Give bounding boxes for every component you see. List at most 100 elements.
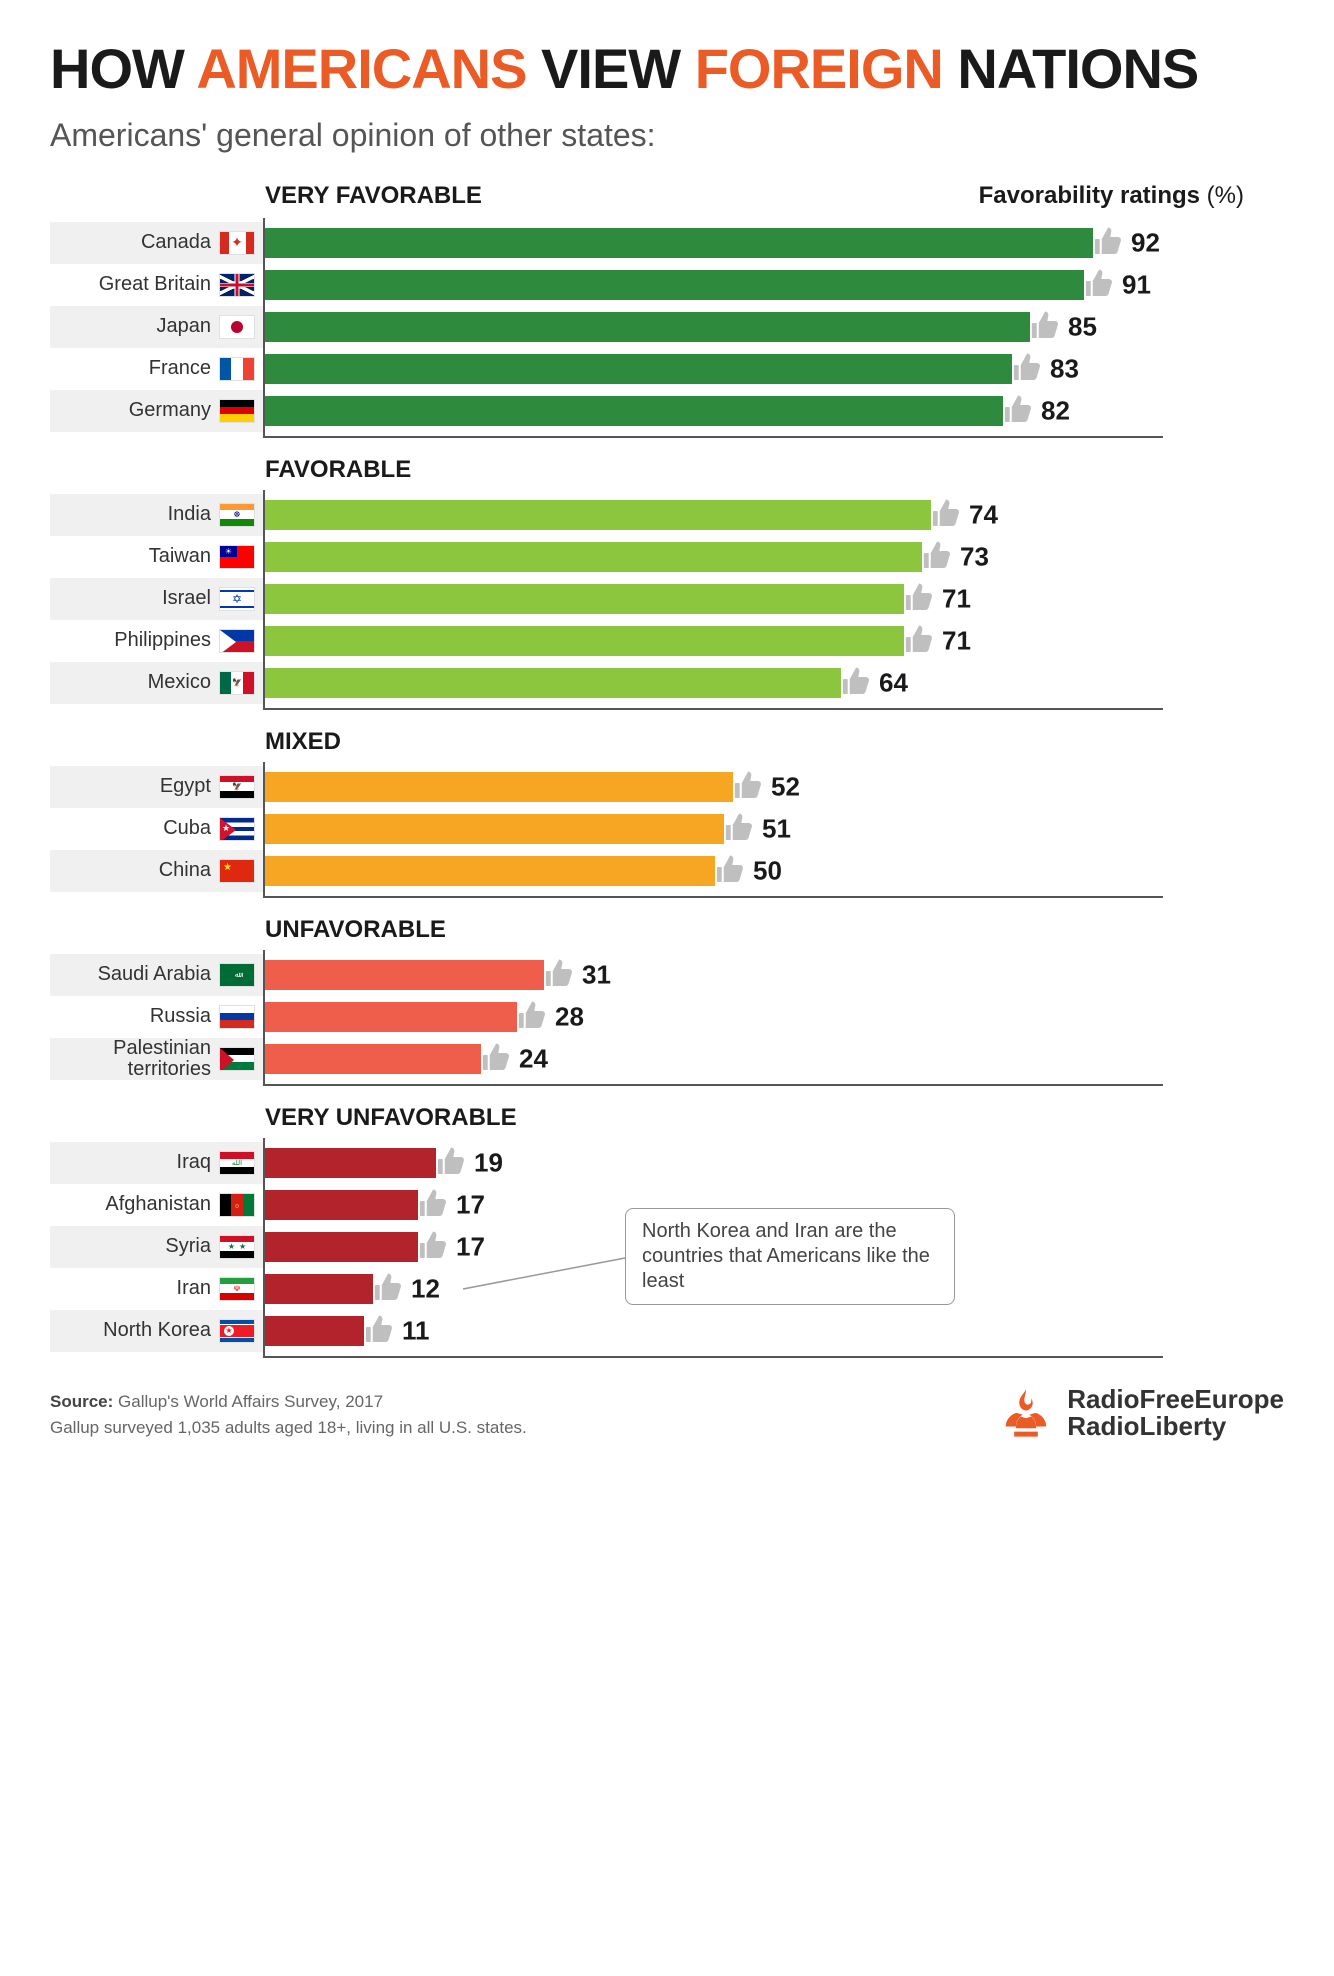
table-row: Cuba ★ 51 [265, 808, 1163, 850]
country-name: Canada [141, 232, 211, 253]
table-row: Palestinian territories 24 [265, 1038, 1163, 1080]
bar [265, 228, 1093, 258]
thumbs-up-icon [729, 768, 763, 802]
logo-line1: RadioFreeEurope [1067, 1386, 1284, 1413]
page-title: HOW AMERICANS VIEW FOREIGN NATIONS [50, 40, 1284, 99]
bar [265, 542, 922, 572]
bar [265, 668, 841, 698]
section-label: UNFAVORABLE [265, 916, 1284, 944]
bar [265, 1274, 373, 1304]
bar-value: 82 [1041, 395, 1070, 426]
country-name: North Korea [103, 1320, 211, 1341]
flag-icon: الله [219, 1151, 255, 1175]
thumbs-up-icon [720, 810, 754, 844]
bar [265, 354, 1012, 384]
country-label: Great Britain [50, 264, 263, 306]
flag-icon [219, 357, 255, 381]
bar [265, 1044, 481, 1074]
bar-value: 11 [402, 1315, 430, 1346]
bar-value: 91 [1122, 269, 1151, 300]
chart-area: Saudi Arabia ﷲ 31Russia 28Palestinian te… [263, 950, 1163, 1086]
country-name: Saudi Arabia [98, 964, 211, 985]
thumbs-up-icon [1008, 350, 1042, 384]
thumbs-up-icon [360, 1312, 394, 1346]
bar-value: 71 [942, 625, 971, 656]
callout: North Korea and Iran are the countries t… [625, 1208, 955, 1305]
flag-icon [219, 1047, 255, 1071]
bar [265, 396, 1003, 426]
country-label: North Korea ★ [50, 1310, 263, 1352]
bar-value: 85 [1068, 311, 1097, 342]
country-label: Iran ☫ [50, 1268, 263, 1310]
table-row: France 83 [265, 348, 1163, 390]
flag-icon: ☸ [219, 503, 255, 527]
thumbs-up-icon [999, 392, 1033, 426]
thumbs-up-icon [432, 1144, 466, 1178]
country-name: Russia [150, 1006, 211, 1027]
thumbs-up-icon [1026, 308, 1060, 342]
section-very_favorable: VERY FAVORABLE Favorability ratings (%)C… [50, 182, 1284, 438]
table-row: India ☸ 74 [265, 494, 1163, 536]
country-label: China ★ [50, 850, 263, 892]
table-row: Philippines 71 [265, 620, 1163, 662]
chart-area: Egypt 🦅 52Cuba ★ 51China ★ 50 [263, 762, 1163, 898]
bar-value: 31 [582, 959, 611, 990]
country-name: Great Britain [99, 274, 211, 295]
thumbs-up-icon [477, 1040, 511, 1074]
flag-icon [219, 315, 255, 339]
thumbs-up-icon [918, 538, 952, 572]
country-name: Iraq [177, 1152, 211, 1173]
section-label: VERY FAVORABLE [265, 182, 482, 210]
bar-value: 51 [762, 813, 791, 844]
country-name: India [168, 504, 211, 525]
country-name: Palestinian territories [50, 1038, 211, 1080]
bar [265, 1232, 418, 1262]
thumbs-up-icon [1089, 224, 1123, 258]
country-label: Russia [50, 996, 263, 1038]
bar [265, 584, 904, 614]
flag-icon: ☀ [219, 545, 255, 569]
table-row: North Korea ★ 11 [265, 1310, 1163, 1352]
chart-area: India ☸ 74Taiwan ☀ 73Israel ✡ 71Philippi… [263, 490, 1163, 710]
section-very_unfavorable: VERY UNFAVORABLEIraq الله 19Afghanistan … [50, 1104, 1284, 1358]
bar-value: 17 [456, 1189, 485, 1220]
table-row: Japan 85 [265, 306, 1163, 348]
table-row: Israel ✡ 71 [265, 578, 1163, 620]
flag-icon: ﷲ [219, 963, 255, 987]
flag-icon: ★ [219, 1319, 255, 1343]
thumbs-up-icon [900, 622, 934, 656]
flag-icon: ۞ [219, 1193, 255, 1217]
thumbs-up-icon [513, 998, 547, 1032]
country-name: Taiwan [149, 546, 211, 567]
bar-value: 50 [753, 855, 782, 886]
flag-icon: ★ [219, 859, 255, 883]
country-name: Afghanistan [105, 1194, 211, 1215]
chart-area: Iraq الله 19Afghanistan ۞ 17Syria ★★ 17I… [263, 1138, 1163, 1358]
bar-value: 74 [969, 499, 998, 530]
country-name: China [159, 860, 211, 881]
footer: Source: Gallup's World Affairs Survey, 2… [50, 1386, 1284, 1441]
thumbs-up-icon [414, 1228, 448, 1262]
source-block: Source: Gallup's World Affairs Survey, 2… [50, 1389, 527, 1440]
table-row: Egypt 🦅 52 [265, 766, 1163, 808]
flag-icon [219, 1005, 255, 1029]
section-mixed: MIXEDEgypt 🦅 52Cuba ★ 51China ★ 50 [50, 728, 1284, 898]
bar-value: 92 [1131, 227, 1160, 258]
thumbs-up-icon [414, 1186, 448, 1220]
bar [265, 1316, 364, 1346]
flag-icon: ✦ [219, 231, 255, 255]
section-label: FAVORABLE [265, 456, 1284, 484]
thumbs-up-icon [1080, 266, 1114, 300]
bar [265, 270, 1084, 300]
bar-value: 83 [1050, 353, 1079, 384]
table-row: Germany 82 [265, 390, 1163, 432]
country-label: Taiwan ☀ [50, 536, 263, 578]
page-subtitle: Americans' general opinion of other stat… [50, 117, 1284, 154]
thumbs-up-icon [711, 852, 745, 886]
thumbs-up-icon [837, 664, 871, 698]
bar-value: 28 [555, 1001, 584, 1032]
bar-value: 24 [519, 1043, 548, 1074]
country-label: Egypt 🦅 [50, 766, 263, 808]
country-name: Mexico [148, 672, 211, 693]
country-label: Philippines [50, 620, 263, 662]
